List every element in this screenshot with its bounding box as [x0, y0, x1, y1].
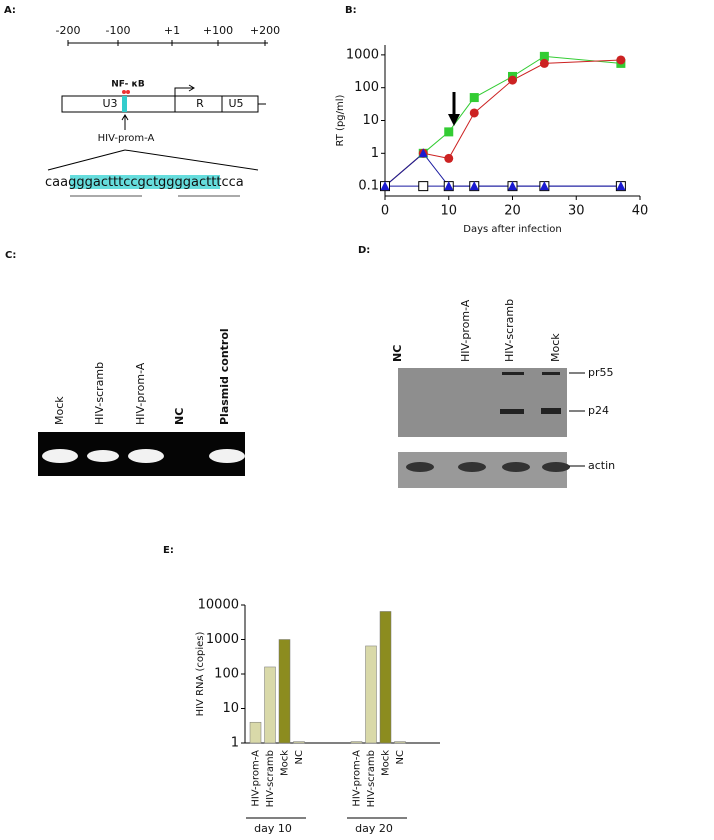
marker	[444, 181, 454, 191]
x-tick-label: 0	[381, 204, 389, 219]
y-tick-label: 10	[222, 701, 239, 716]
lane-label: HIV-scramb	[503, 299, 516, 362]
panel-label: B:	[345, 5, 357, 16]
marker	[469, 93, 479, 103]
series-line	[384, 55, 621, 187]
marker	[444, 127, 454, 137]
sequence: caagggactttccgctggggactttcca	[45, 175, 244, 190]
y-tick-label: 100	[354, 80, 379, 95]
target-label: HIV-prom-A	[98, 133, 155, 144]
seq-part: gggactttccgctggggact	[68, 175, 211, 190]
promoter-diagram	[47, 40, 268, 197]
region: U5	[228, 97, 243, 110]
bar	[249, 721, 262, 744]
region: U3	[102, 97, 117, 110]
panel-label: E:	[163, 545, 174, 556]
bar	[278, 639, 291, 744]
sequence-highlight	[70, 175, 220, 189]
marker	[616, 55, 626, 65]
marker	[469, 181, 479, 191]
x-tick-label: 20	[504, 204, 521, 219]
x-tick-label: 30	[568, 204, 585, 219]
group-label: day 10	[254, 822, 292, 835]
x-tick-label: HIV-prom-A	[352, 750, 363, 807]
group-label: day 20	[355, 822, 393, 835]
band-label: pr55	[588, 366, 614, 379]
gel-bands	[42, 449, 245, 463]
series-line	[384, 59, 621, 187]
bar	[394, 741, 406, 744]
bar	[379, 611, 392, 744]
band-arrows	[569, 372, 585, 467]
marker	[616, 181, 626, 191]
x-tick-label: 10	[440, 204, 457, 219]
scale-tick: +200	[250, 24, 280, 37]
x-tick-label: NC	[294, 750, 305, 764]
panel-label: D:	[358, 245, 370, 256]
site-label: NF- κB	[111, 80, 145, 90]
marker	[508, 181, 517, 191]
y-tick-label: 1000	[346, 47, 379, 62]
lane-label: Mock	[549, 333, 562, 362]
site-dot	[122, 90, 126, 94]
blot	[398, 368, 567, 437]
rna-chart: 1 10 100 1000 10000 HIV RNA (copies) HIV-prom-…	[195, 598, 440, 835]
panel-label: C:	[5, 250, 16, 261]
lane-label: HIV-prom-A	[459, 299, 472, 362]
bar	[350, 741, 363, 744]
marker	[539, 51, 549, 61]
y-tick-label: 10	[362, 113, 379, 128]
marker	[508, 75, 517, 85]
marker	[418, 181, 429, 192]
x-tick-label: Mock	[381, 750, 392, 776]
blot-bands	[406, 372, 570, 472]
bar	[365, 645, 377, 744]
x-tick-label: 40	[632, 204, 649, 219]
y-tick-label: 100	[214, 667, 239, 682]
x-axis-label: Days after infection	[463, 224, 561, 235]
band-label: p24	[588, 404, 609, 417]
lane-label: NC	[391, 345, 404, 362]
x-tick-label: HIV-scramb	[366, 750, 377, 807]
lane-label: HIV-prom-A	[134, 362, 147, 425]
x-tick-label: HIV-prom-A	[251, 750, 262, 807]
seq-part: ttcca	[211, 175, 243, 190]
bar	[264, 666, 276, 744]
scale-tick: -200	[56, 24, 81, 37]
panel-label: A:	[4, 5, 16, 16]
target-site	[122, 96, 127, 112]
marker	[418, 148, 428, 158]
marker	[444, 153, 454, 163]
y-tick-label: 1	[371, 146, 379, 161]
scale-tick: +100	[203, 24, 233, 37]
band-label: actin	[588, 459, 615, 472]
marker	[469, 108, 479, 118]
scale-tick: -100	[106, 24, 131, 37]
x-tick-label: Mock	[280, 750, 291, 776]
x-tick-label: HIV-scramb	[265, 750, 276, 807]
site-dot	[126, 90, 130, 94]
y-tick-label: 10000	[198, 598, 239, 613]
y-tick-label: 1	[231, 736, 239, 751]
y-axis-label: RT (pg/ml)	[335, 94, 346, 146]
lane-label: NC	[173, 408, 186, 425]
y-tick-label: 0.1	[358, 179, 379, 194]
arrow-head	[448, 114, 460, 126]
scale-tick: +1	[164, 24, 180, 37]
lane-label: Plasmid control	[218, 328, 231, 425]
marker	[539, 181, 549, 191]
region: R	[196, 97, 204, 110]
bar	[293, 741, 305, 744]
lane-label: Mock	[53, 396, 66, 425]
y-axis-label: HIV RNA (copies)	[195, 631, 206, 716]
marker	[539, 58, 549, 68]
seq-part: caa	[45, 175, 68, 190]
x-tick-label: NC	[395, 750, 406, 764]
rt-chart: 0 10 20 30 40 Days after infection 0.1 1 10 100 10…	[335, 45, 648, 235]
y-tick-label: 1000	[206, 632, 239, 647]
lane-label: HIV-scramb	[93, 362, 106, 425]
marker	[380, 181, 390, 191]
